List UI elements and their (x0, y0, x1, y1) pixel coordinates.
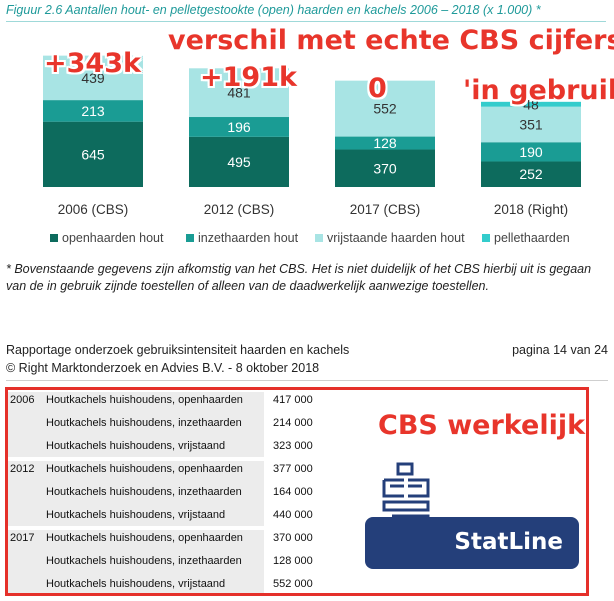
bar-segment-1-1 (189, 117, 289, 137)
segment-labels-group: 645 213 439 495 196 481 370 128 552 252 190 351 48 (81, 70, 543, 182)
statline-logo: StatLine (365, 517, 579, 569)
cbs-logo-icon (382, 462, 430, 526)
legend-item-1: inzethaarden hout (186, 231, 298, 245)
table-label: Houtkachels huishoudens, vrijstaand (46, 578, 226, 590)
legend-swatch (482, 234, 490, 242)
table-row: Houtkachels huishoudens, vrijstaand 323 0… (8, 436, 338, 459)
x-tick-labels-group: 2006 (CBS) 2012 (CBS) 2017 (CBS) 2018 (Righ… (58, 202, 568, 217)
bar-value-label-1-2: 481 (227, 85, 251, 101)
x-tick-label-0: 2006 (CBS) (58, 202, 129, 217)
bar-value-label-0-2: 439 (81, 70, 105, 86)
x-tick-label-1: 2012 (CBS) (204, 202, 275, 217)
bar-value-label-1-0: 495 (227, 154, 251, 170)
cbs-statline-panel: 2006 Houtkachels huishoudens, openhaarden… (5, 387, 589, 596)
report-title: Rapportage onderzoek gebruiksintensiteit… (6, 343, 350, 357)
stacked-bar-chart: 645 213 439 495 196 481 370 128 552 252 190 351 48 2… (43, 55, 581, 217)
bar-value-label-0-0: 645 (81, 146, 105, 162)
table-row: 2012 Houtkachels huishoudens, openhaarden… (8, 459, 338, 482)
legend-swatch (315, 234, 323, 242)
bar-value-label-1-1: 196 (227, 119, 251, 135)
table-row: Houtkachels huishoudens, inzethaarden 128… (8, 551, 338, 574)
annotation-diff-2017: 0 (368, 73, 387, 104)
legend-label: vrijstaande haarden hout (327, 231, 465, 245)
bar-segment-3-0 (481, 161, 581, 187)
table-row: Houtkachels huishoudens, inzethaarden 164… (8, 482, 338, 505)
bar-segment-3-2 (481, 106, 581, 143)
table-row: Houtkachels huishoudens, inzethaarden 214… (8, 413, 338, 436)
annotation-diff-2012: +191k (200, 62, 297, 93)
table-value: 417 000 (273, 394, 313, 406)
bar-segment-3-1 (481, 142, 581, 162)
table-value: 164 000 (273, 486, 313, 498)
table-label: Houtkachels huishoudens, openhaarden (46, 463, 243, 475)
annotation-cbs-real: CBS werkelijk (378, 410, 586, 441)
table-label: Houtkachels huishoudens, vrijstaand (46, 509, 226, 521)
footnote: * Bovenstaande gegevens zijn afkomstig v… (6, 262, 592, 293)
bar-value-label-3-0: 252 (519, 166, 543, 182)
legend-label: openhaarden hout (62, 231, 164, 245)
table-value: 440 000 (273, 509, 313, 521)
table-label: Houtkachels huishoudens, inzethaarden (46, 486, 242, 498)
legend-label: pellethaarden (494, 231, 570, 245)
bar-segment-1-0 (189, 136, 289, 187)
bar-value-label-3-3: 48 (523, 96, 539, 112)
legend-label: inzethaarden hout (198, 231, 299, 245)
bar-segment-2-2 (335, 80, 435, 137)
legend-item-2: vrijstaande haarden hout (315, 231, 465, 245)
bar-segment-0-0 (43, 121, 143, 187)
table-row: Houtkachels huishoudens, vrijstaand 552 0… (8, 574, 338, 593)
table-label: Houtkachels huishoudens, vrijstaand (46, 440, 226, 452)
bar-value-label-0-1: 213 (81, 103, 105, 119)
x-tick-label-3: 2018 (Right) (494, 202, 568, 217)
legend-swatch (186, 234, 194, 242)
copyright: © Right Marktonderzoek en Advies B.V. - … (6, 361, 320, 375)
table-group-bg (8, 392, 264, 457)
bar-value-label-2-0: 370 (373, 160, 397, 176)
annotation-diff-2006: +343k (44, 48, 141, 79)
legend-item-0: openhaarden hout (50, 231, 163, 245)
table-year: 2006 (10, 394, 35, 406)
bar-value-label-2-1: 128 (373, 135, 397, 151)
bar-value-label-2-2: 552 (373, 101, 397, 117)
table-row: Houtkachels huishoudens, vrijstaand 440 0… (8, 505, 338, 528)
bar-value-label-3-1: 190 (519, 144, 543, 160)
figure-title: Figuur 2.6 Aantallen hout- en pelletgest… (6, 3, 541, 17)
page-number: pagina 14 van 24 (512, 343, 608, 357)
footer-divider (6, 380, 608, 381)
table-label: Houtkachels huishoudens, inzethaarden (46, 555, 242, 567)
annotation-headline: verschil met echte CBS cijfers (168, 25, 614, 56)
table-year: 2017 (10, 532, 35, 544)
statline-text: StatLine (454, 529, 563, 555)
table-value: 552 000 (273, 578, 313, 590)
table-row: 2006 Houtkachels huishoudens, openhaarden… (8, 390, 338, 413)
table-value: 128 000 (273, 555, 313, 567)
table-group-bg (8, 461, 264, 526)
table-group-bg (8, 530, 264, 593)
bar-segment-2-1 (335, 136, 435, 150)
table-value: 377 000 (273, 463, 313, 475)
bar-segment-0-2 (43, 55, 143, 101)
bar-segment-0-1 (43, 100, 143, 122)
table-label: Houtkachels huishoudens, openhaarden (46, 532, 243, 544)
legend-item-3: pellethaarden (482, 231, 570, 245)
table-value: 214 000 (273, 417, 313, 429)
x-tick-label-2: 2017 (CBS) (350, 202, 421, 217)
table-year: 2012 (10, 463, 35, 475)
bar-value-label-3-2: 351 (519, 116, 543, 132)
annotation-in-use-2018: 'in gebruik' (463, 75, 614, 106)
table-value: 323 000 (273, 440, 313, 452)
bars-group (43, 55, 581, 187)
bar-segment-2-0 (335, 149, 435, 187)
table-value: 370 000 (273, 532, 313, 544)
table-label: Houtkachels huishoudens, inzethaarden (46, 417, 242, 429)
table-row: 2017 Houtkachels huishoudens, openhaarden… (8, 528, 338, 551)
bar-segment-3-3 (481, 101, 581, 107)
bar-segment-1-2 (189, 68, 289, 118)
table-label: Houtkachels huishoudens, openhaarden (46, 394, 243, 406)
title-divider (6, 21, 606, 22)
legend-swatch (50, 234, 58, 242)
